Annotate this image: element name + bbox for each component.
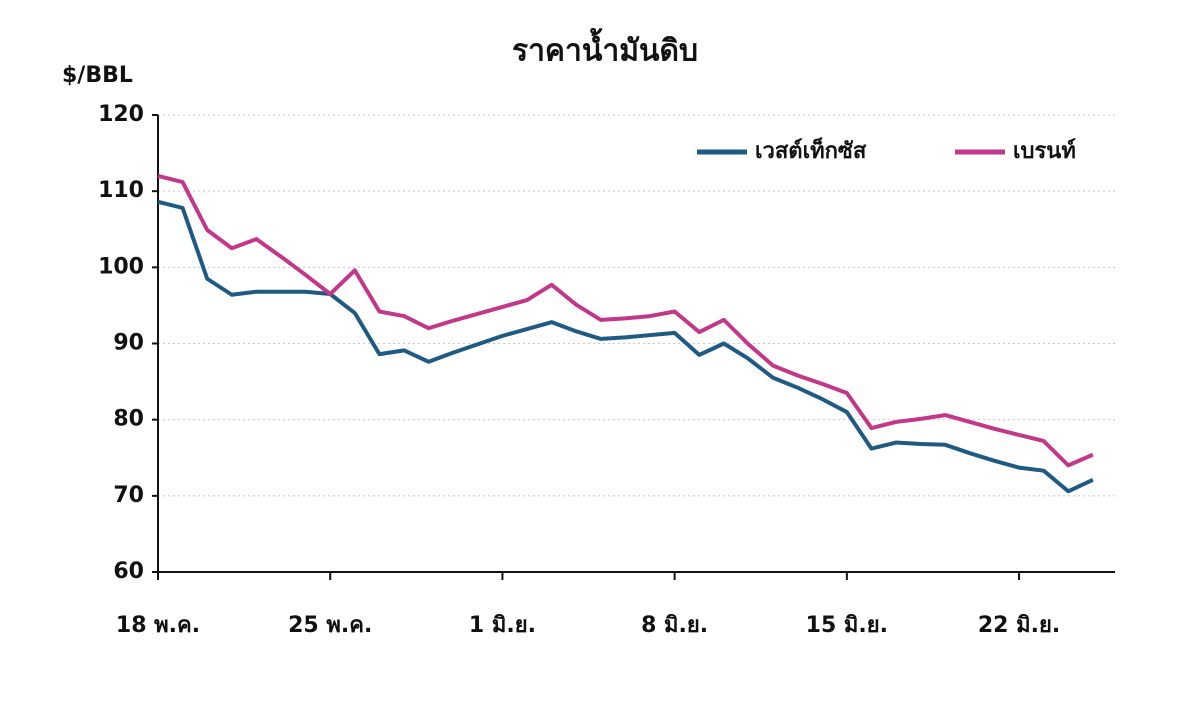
legend-label: เวสต์เท็กซัส [755, 136, 867, 164]
y-tick-label: 90 [113, 331, 144, 356]
y-tick-label: 60 [113, 559, 144, 584]
y-tick-label: 80 [113, 407, 144, 432]
x-tick-label: 18 พ.ค. [116, 613, 200, 638]
y-tick-label: 70 [113, 483, 144, 508]
x-tick-label: 22 มิ.ย. [978, 613, 1060, 638]
series-line [157, 173, 1094, 468]
legend-label: เบรนท์ [1013, 138, 1076, 164]
x-tick-label: 8 มิ.ย. [641, 613, 708, 638]
y-tick-label: 120 [98, 102, 144, 127]
y-tick-label: 110 [98, 178, 144, 203]
chart-title: ราคาน้ำมันดิบ [512, 28, 698, 69]
y-tick-label: 100 [98, 254, 144, 279]
series-line [157, 199, 1094, 494]
y-axis-label: $/BBL [62, 63, 133, 88]
x-tick-label: 1 มิ.ย. [469, 613, 536, 638]
x-tick-label: 25 พ.ค. [288, 613, 372, 638]
x-tick-label: 15 มิ.ย. [806, 613, 888, 638]
